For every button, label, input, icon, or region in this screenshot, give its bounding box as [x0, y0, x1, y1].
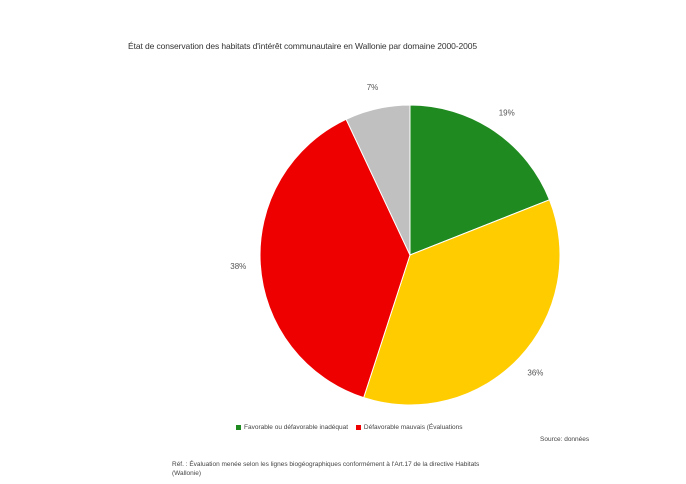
pie-slice-2 [363, 199, 561, 406]
legend-label-1: Favorable ou défavorable inadéquat [244, 424, 349, 431]
pie-slice-3 [259, 118, 411, 399]
slice-label-3: 38% [230, 262, 246, 271]
slice-label-1: 19% [499, 109, 515, 118]
pie-slice-4 [345, 104, 411, 256]
pie-slice-1 [409, 104, 551, 256]
legend-swatch-green [236, 425, 241, 430]
source-note-continued: (Wallonie) [172, 470, 202, 477]
source-note: Réf. : Évaluation menée selon les lignes… [172, 461, 480, 468]
legend: Favorable ou défavorable inadéquat Défav… [236, 424, 469, 432]
legend-item-2: Défavorable mauvais (Évaluations [355, 424, 463, 431]
slice-label-2: 36% [527, 369, 543, 378]
slice-label-4: 7% [367, 83, 379, 92]
chart-title: État de conservation des habitats d'inté… [128, 41, 477, 51]
legend-extra: Source: données [540, 436, 590, 443]
legend-swatch-red [355, 425, 361, 430]
legend-label-2: Défavorable mauvais (Évaluations [363, 424, 463, 431]
legend-item-1: Favorable ou défavorable inadéquat [236, 424, 348, 431]
